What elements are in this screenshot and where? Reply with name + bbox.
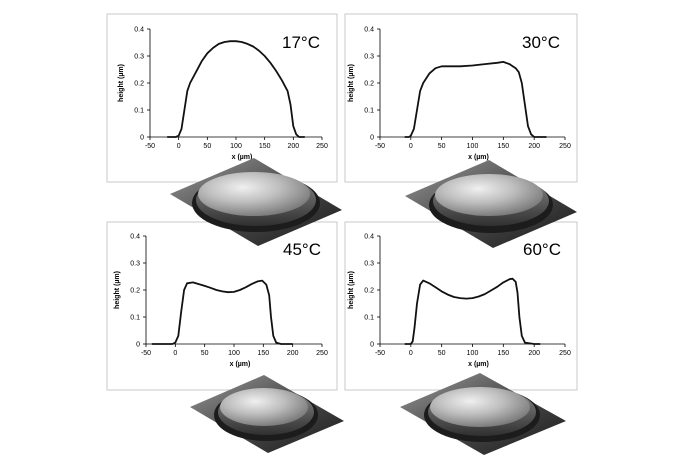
y-tick-label: 0.1	[364, 315, 374, 322]
y-tick-label: 0.1	[134, 108, 144, 115]
y-tick-label: 0	[136, 342, 140, 349]
temperature-label: 60°C	[523, 240, 561, 259]
x-tick-label: 200	[528, 143, 540, 150]
y-tick-label: 0.2	[364, 288, 374, 295]
y-tick-label: 0.3	[134, 54, 144, 61]
y-axis-label: height (µm)	[114, 271, 121, 309]
y-tick-label: 0.4	[134, 27, 144, 34]
x-tick-label: 200	[287, 143, 299, 150]
x-tick-label: 50	[438, 350, 446, 357]
surface-render-60c	[400, 373, 566, 455]
panel-frame	[344, 13, 578, 183]
y-tick-label: 0.3	[364, 54, 374, 61]
x-tick-label: 0	[177, 143, 181, 150]
x-tick-label: 150	[257, 350, 269, 357]
x-tick-label: 50	[201, 350, 209, 357]
y-tick-label: 0.1	[364, 108, 374, 115]
y-tick-label: 0	[370, 342, 374, 349]
x-tick-label: 250	[316, 143, 328, 150]
x-axis-label: x (µm)	[232, 154, 253, 161]
x-tick-label: 100	[467, 350, 479, 357]
x-tick-label: 150	[259, 143, 271, 150]
panel-frame	[344, 221, 578, 391]
x-tick-label: 250	[316, 350, 328, 357]
height-profile-line	[404, 277, 541, 345]
surface-render-17c	[170, 158, 342, 246]
x-tick-label: 50	[203, 143, 211, 150]
y-axis-label: height (µm)	[348, 64, 355, 102]
x-tick-label: -50	[145, 143, 155, 150]
surface-render-45c	[190, 375, 344, 453]
x-tick-label: 100	[230, 143, 242, 150]
temperature-label: 17°C	[282, 33, 320, 52]
y-tick-label: 0.2	[364, 81, 374, 88]
x-tick-label: 250	[559, 350, 571, 357]
x-tick-label: 150	[497, 350, 509, 357]
x-axis-label: x (µm)	[230, 361, 251, 368]
x-tick-label: -50	[375, 350, 385, 357]
surface-render-30c	[405, 160, 577, 248]
height-profile-line	[404, 61, 547, 138]
y-tick-label: 0.3	[364, 261, 374, 268]
x-tick-label: 0	[173, 350, 177, 357]
y-tick-label: 0.1	[130, 315, 140, 322]
x-tick-label: 250	[559, 143, 571, 150]
x-tick-label: 150	[497, 143, 509, 150]
x-tick-label: 200	[528, 350, 540, 357]
x-tick-label: -50	[141, 350, 151, 357]
y-tick-label: 0.4	[364, 234, 374, 241]
y-tick-label: 0	[370, 135, 374, 142]
x-tick-label: 0	[409, 143, 413, 150]
y-tick-label: 0.4	[130, 234, 140, 241]
panel-frame	[106, 221, 338, 391]
y-axis-label: height (µm)	[348, 271, 355, 309]
temperature-label: 45°C	[283, 240, 321, 259]
y-tick-label: 0.2	[130, 288, 140, 295]
temperature-label: 30°C	[522, 33, 560, 52]
y-tick-label: 0.2	[134, 81, 144, 88]
x-tick-label: 100	[467, 143, 479, 150]
x-tick-label: -50	[375, 143, 385, 150]
y-axis-label: height (µm)	[118, 64, 125, 102]
height-profile-line	[167, 40, 305, 138]
x-axis-label: x (µm)	[468, 361, 489, 368]
y-tick-label: 0.3	[130, 261, 140, 268]
x-tick-label: 100	[228, 350, 240, 357]
y-tick-label: 0.4	[364, 27, 374, 34]
x-tick-label: 0	[409, 350, 413, 357]
y-tick-label: 0	[140, 135, 144, 142]
x-tick-label: 50	[438, 143, 446, 150]
x-axis-label: x (µm)	[468, 154, 489, 161]
height-profile-line	[151, 279, 293, 345]
x-tick-label: 200	[287, 350, 299, 357]
